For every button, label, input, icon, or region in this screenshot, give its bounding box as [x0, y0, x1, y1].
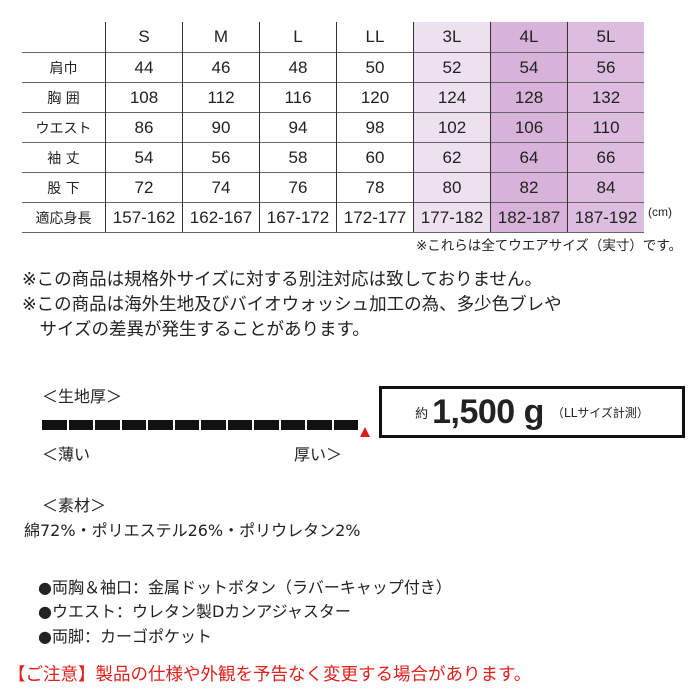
thin-label: ＜薄い: [42, 445, 91, 464]
size-value: 48: [259, 52, 337, 83]
gauge-segment: [307, 420, 332, 430]
notice-line: ※この商品は規格外サイズに対する別注対応は致しておりません。: [22, 270, 543, 290]
size-value: 78: [336, 172, 414, 203]
size-value: 94: [259, 112, 337, 143]
size-value: 162-167: [182, 202, 260, 233]
size-value: 74: [182, 172, 260, 203]
size-value: 82: [490, 172, 568, 203]
size-value: 157-162: [105, 202, 183, 233]
feature-item: ●両脚：カーゴポケット: [38, 627, 212, 646]
gauge-segment: [148, 420, 173, 430]
size-value: 54: [490, 52, 568, 83]
size-value: 50: [336, 52, 414, 83]
thick-label: 厚い＞: [294, 445, 343, 464]
size-value: 116: [259, 82, 337, 113]
size-value: 106: [490, 112, 568, 143]
size-value: 46: [182, 52, 260, 83]
size-value: 44: [105, 52, 183, 83]
size-value: 167-172: [259, 202, 337, 233]
size-value: 90: [182, 112, 260, 143]
notice-line: ※この商品は海外生地及びバイオウォッシュ加工の為、多少色ブレや: [22, 295, 562, 315]
size-header: S: [105, 22, 183, 53]
size-value: 187-192: [567, 202, 644, 233]
size-value: 108: [105, 82, 183, 113]
size-value: 112: [182, 82, 260, 113]
size-header-row: S M L LL 3L 4L 5L: [22, 22, 644, 53]
size-header: L: [259, 22, 337, 53]
gauge-segment: [121, 420, 146, 430]
size-value: 182-187: [490, 202, 568, 233]
gauge-segment: [68, 420, 93, 430]
size-value: 56: [182, 142, 260, 173]
size-value: 62: [413, 142, 491, 173]
size-value: 66: [567, 142, 644, 173]
size-value: 128: [490, 82, 568, 113]
caution-text: 【ご注意】製品の仕様や外観を予告なく変更する場合があります。: [8, 665, 532, 685]
weight-box: 約 1,500 g （LLサイズ計測）: [379, 386, 685, 438]
size-value: 60: [336, 142, 414, 173]
size-table: S M L LL 3L 4L 5L 肩巾 44 46 48 50 52 54 56 胸 囲 108…: [22, 22, 644, 233]
notice-line: サイズの差異が発生することがあります。: [22, 320, 370, 340]
table-note: ※これらは全てウエアサイズ（実寸）です。: [415, 238, 682, 254]
size-value: 110: [567, 112, 644, 143]
material-title: ＜素材＞: [42, 496, 107, 515]
size-value: 56: [567, 52, 644, 83]
material-text: 綿72%・ポリエステル26%・ポリウレタン2%: [24, 521, 361, 540]
thickness-marker-icon: [360, 427, 370, 437]
size-row: 肩巾 44 46 48 50 52 54 56: [22, 52, 644, 83]
size-value: 132: [567, 82, 644, 113]
row-label: 袖 丈: [22, 142, 106, 173]
size-value: 64: [490, 142, 568, 173]
size-value: 58: [259, 142, 337, 173]
unit-label: (cm): [648, 205, 672, 219]
size-row: ウエスト 86 90 94 98 102 106 110: [22, 112, 644, 143]
size-value: 172-177: [336, 202, 414, 233]
size-header: LL: [336, 22, 414, 53]
row-label: ウエスト: [22, 112, 106, 143]
feature-item: ●両胸＆袖口：金属ドットボタン（ラバーキャップ付き）: [38, 578, 452, 597]
thickness-gauge: [42, 420, 358, 430]
size-row: 袖 丈 54 56 58 60 62 64 66: [22, 142, 644, 173]
gauge-segment: [174, 420, 199, 430]
row-label: 肩巾: [22, 52, 106, 83]
size-value: 76: [259, 172, 337, 203]
size-value: 80: [413, 172, 491, 203]
gauge-segment: [201, 420, 226, 430]
size-header: 5L: [567, 22, 644, 53]
feature-item: ●ウエスト：ウレタン製Dカンアジャスター: [38, 602, 351, 621]
size-value: 120: [336, 82, 414, 113]
size-value: 177-182: [413, 202, 491, 233]
weight-note: （LLサイズ計測）: [551, 405, 649, 420]
thickness-title: ＜生地厚＞: [42, 387, 123, 406]
row-label: 股 下: [22, 172, 106, 203]
gauge-segment: [95, 420, 120, 430]
size-row: 胸 囲 108 112 116 120 124 128 132: [22, 82, 644, 113]
size-header: 3L: [413, 22, 491, 53]
size-value: 86: [105, 112, 183, 143]
size-row: 股 下 72 74 76 78 80 82 84: [22, 172, 644, 203]
size-value: 102: [413, 112, 491, 143]
gauge-segment: [42, 420, 67, 430]
size-value: 124: [413, 82, 491, 113]
weight-value: 1,500 g: [432, 392, 544, 431]
gauge-segment: [227, 420, 252, 430]
size-header: 4L: [490, 22, 568, 53]
gauge-segment: [333, 420, 358, 430]
size-value: 84: [567, 172, 644, 203]
row-label: 適応身長: [22, 202, 106, 233]
size-header: M: [182, 22, 260, 53]
gauge-segment: [254, 420, 279, 430]
row-label: 胸 囲: [22, 82, 106, 113]
size-value: 52: [413, 52, 491, 83]
size-value: 54: [105, 142, 183, 173]
gauge-segment: [280, 420, 305, 430]
size-value: 72: [105, 172, 183, 203]
weight-prefix: 約: [415, 406, 429, 422]
size-row: 適応身長 157-162 162-167 167-172 172-177 177-182 1…: [22, 202, 644, 233]
size-value: 98: [336, 112, 414, 143]
